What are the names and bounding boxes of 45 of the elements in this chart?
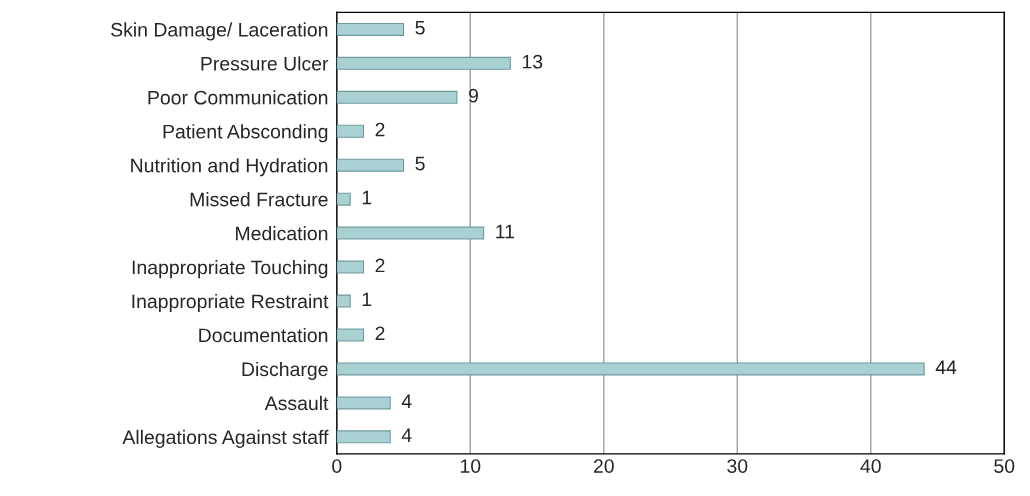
x-tick-label: 0 xyxy=(332,459,342,473)
x-tick-label: 40 xyxy=(860,459,881,473)
bar xyxy=(336,294,351,308)
y-tick-label: Poor Communication xyxy=(148,90,328,105)
x-tick-label: 20 xyxy=(593,459,614,473)
bar xyxy=(336,226,485,240)
data-label: 9 xyxy=(468,88,478,103)
y-tick-label: Inappropriate Restraint xyxy=(132,293,329,313)
y-tick-label: Patient Absconding xyxy=(163,124,328,143)
data-label: 2 xyxy=(375,326,385,341)
data-label: 5 xyxy=(415,156,425,171)
y-tick-label: Assault xyxy=(264,395,329,411)
y-tick-label: Medication xyxy=(236,226,328,241)
y-tick-label: Discharge xyxy=(242,361,328,381)
y-tick-label: Pressure Ulcer xyxy=(201,56,329,71)
y-tick-label: Missed Fracture xyxy=(190,192,328,207)
bar xyxy=(336,192,351,206)
bar xyxy=(336,158,405,172)
data-label: 13 xyxy=(522,54,543,69)
y-tick-label: Inappropriate Touching xyxy=(132,260,328,279)
data-label: 4 xyxy=(401,428,412,442)
data-label: 2 xyxy=(375,122,385,137)
y-tick-label: Nutrition and Hydration xyxy=(131,158,328,177)
bar xyxy=(336,328,365,342)
y-tick-label: Skin Damage/ Laceration xyxy=(111,22,328,41)
data-label: 1 xyxy=(362,292,372,307)
bar xyxy=(336,56,511,70)
bar xyxy=(336,22,405,36)
x-tick-label: 10 xyxy=(460,459,481,473)
bar xyxy=(336,396,391,410)
data-label: 5 xyxy=(415,21,425,35)
data-label: 4 xyxy=(401,394,412,408)
bar xyxy=(336,124,365,138)
bar xyxy=(336,430,391,444)
data-label: 2 xyxy=(375,258,385,273)
data-label: 1 xyxy=(362,190,372,205)
data-label: 11 xyxy=(496,224,514,239)
y-tick-label: Documentation xyxy=(199,327,328,343)
x-tick-label: 50 xyxy=(994,459,1015,473)
bar xyxy=(336,260,365,274)
bar xyxy=(336,90,458,104)
y-tick-label: Allegations Against staff xyxy=(122,429,329,448)
data-label: 44 xyxy=(935,360,957,374)
bar xyxy=(336,362,925,376)
x-tick-label: 30 xyxy=(727,459,748,473)
